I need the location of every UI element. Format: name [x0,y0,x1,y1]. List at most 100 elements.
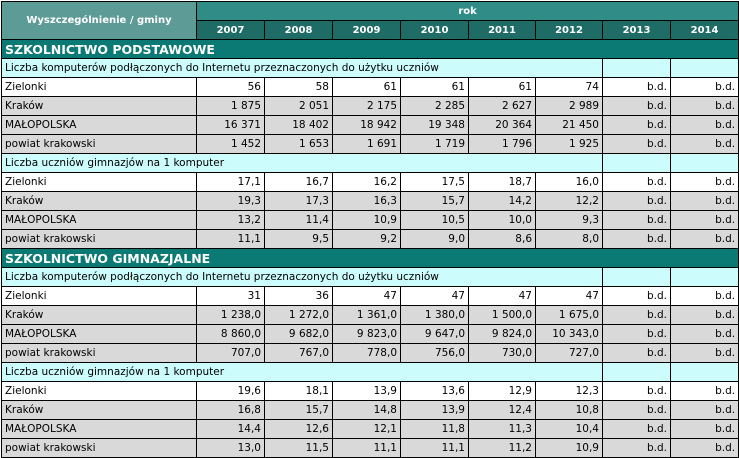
subheader-empty-cell [602,153,671,173]
value-cell: 16,7 [264,172,333,192]
value-cell: 14,4 [196,419,265,439]
value-cell: 19,6 [196,381,265,401]
value-cell: 13,0 [196,438,265,458]
value-cell: 58 [264,77,333,97]
value-cell: b.d. [669,324,739,344]
value-cell: b.d. [669,191,739,211]
subheader-title: Liczba komputerów podłączonych do Intern… [1,267,603,287]
value-cell: 16,3 [332,191,401,211]
value-cell: b.d. [602,343,671,363]
value-cell: b.d. [669,115,739,135]
value-cell: 11,1 [196,229,265,249]
value-cell: 12,2 [535,191,603,211]
value-cell: 61 [332,77,401,97]
value-cell: 11,8 [400,419,469,439]
value-cell: b.d. [669,419,739,439]
value-cell: 61 [468,77,536,97]
value-cell: 12,1 [332,419,401,439]
value-cell: 778,0 [332,343,401,363]
value-cell: 13,2 [196,210,265,230]
value-cell: 17,5 [400,172,469,192]
value-cell: 767,0 [264,343,333,363]
row-label: Kraków [1,305,197,325]
value-cell: 10,4 [535,419,603,439]
value-cell: 1 238,0 [196,305,265,325]
row-label: Zielonki [1,77,197,97]
subheader-empty-cell [669,58,739,78]
value-cell: 10,0 [468,210,536,230]
row-label: Zielonki [1,381,197,401]
value-cell: b.d. [669,305,739,325]
row-label: Kraków [1,400,197,420]
value-cell: 36 [264,286,333,306]
value-cell: 15,7 [264,400,333,420]
subheader-title: Liczba komputerów podłączonych do Intern… [1,58,603,78]
value-cell: 1 675,0 [535,305,603,325]
value-cell: 12,4 [468,400,536,420]
year-header: 2014 [669,20,739,40]
value-cell: 18 402 [264,115,333,135]
value-cell: 10 343,0 [535,324,603,344]
table-row: Zielonki 17,1 16,7 16,2 17,5 18,7 16,0 b.d. b.d. [1,172,739,192]
value-cell: 1 500,0 [468,305,536,325]
value-cell: b.d. [669,229,739,249]
value-cell: b.d. [602,210,671,230]
value-cell: 11,4 [264,210,333,230]
value-cell: 12,9 [468,381,536,401]
value-cell: 13,6 [400,381,469,401]
value-cell: b.d. [669,210,739,230]
value-cell: 56 [196,77,265,97]
value-cell: 1 272,0 [264,305,333,325]
subheader-empty-cell [669,362,739,382]
header-label: Wyszczególnienie / gminy [1,1,197,40]
subheader-title: Liczba uczniów gimnazjów na 1 komputer [1,153,603,173]
subheader-empty-cell [602,362,671,382]
row-label: powiat krakowski [1,438,197,458]
table-body: SZKOLNICTWO PODSTAWOWE Liczba komputerów … [0,39,739,458]
value-cell: b.d. [602,400,671,420]
value-cell: b.d. [669,172,739,192]
value-cell: 12,6 [264,419,333,439]
value-cell: 15,7 [400,191,469,211]
value-cell: 19,3 [196,191,265,211]
value-cell: 16,2 [332,172,401,192]
value-cell: 11,1 [400,438,469,458]
value-cell: 9 682,0 [264,324,333,344]
value-cell: b.d. [602,229,671,249]
section-row: SZKOLNICTWO GIMNAZJALNE [0,248,739,268]
value-cell: 9,5 [264,229,333,249]
table-row: Zielonki 31 36 47 47 47 47 b.d. b.d. [1,286,739,306]
subheader-empty-cell [602,267,671,287]
value-cell: 11,3 [468,419,536,439]
year-header: 2012 [535,20,603,40]
value-cell: 9 823,0 [332,324,401,344]
value-cell: 16,8 [196,400,265,420]
value-cell: b.d. [602,286,671,306]
value-cell: 47 [535,286,603,306]
value-cell: 47 [400,286,469,306]
row-label: Zielonki [1,172,197,192]
value-cell: 8,6 [468,229,536,249]
value-cell: 2 989 [535,96,603,116]
row-label: Kraków [1,191,197,211]
year-header: 2011 [468,20,536,40]
value-cell: b.d. [602,115,671,135]
subheader-row: Liczba uczniów gimnazjów na 1 komputer [1,362,739,382]
value-cell: 730,0 [468,343,536,363]
value-cell: 21 450 [535,115,603,135]
row-label: MAŁOPOLSKA [1,324,197,344]
row-label: MAŁOPOLSKA [1,210,197,230]
value-cell: 47 [332,286,401,306]
value-cell: b.d. [669,343,739,363]
value-cell: b.d. [602,438,671,458]
value-cell: b.d. [602,77,671,97]
value-cell: 10,8 [535,400,603,420]
value-cell: 9,3 [535,210,603,230]
value-cell: 756,0 [400,343,469,363]
value-cell: b.d. [602,191,671,211]
value-cell: 13,9 [332,381,401,401]
value-cell: 2 051 [264,96,333,116]
row-label: powiat krakowski [1,343,197,363]
value-cell: 1 691 [332,134,401,154]
value-cell: 1 796 [468,134,536,154]
